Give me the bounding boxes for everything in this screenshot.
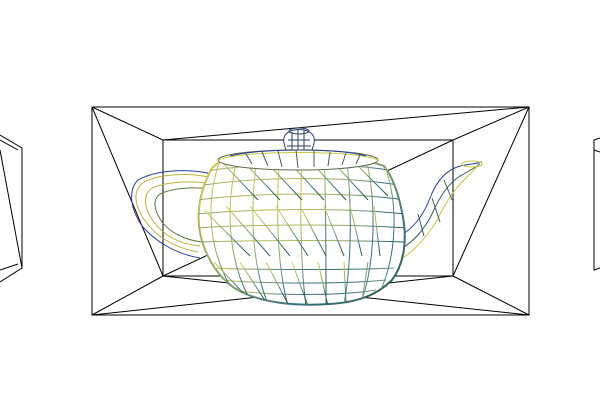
teapot-spout [395, 160, 483, 263]
teapot-wireframe [131, 127, 483, 306]
right-box-frame [593, 137, 600, 271]
teapot-handle [131, 170, 213, 259]
teapot-body [197, 150, 406, 306]
left-box-frame [0, 134, 23, 283]
teapot-lid [217, 127, 379, 171]
